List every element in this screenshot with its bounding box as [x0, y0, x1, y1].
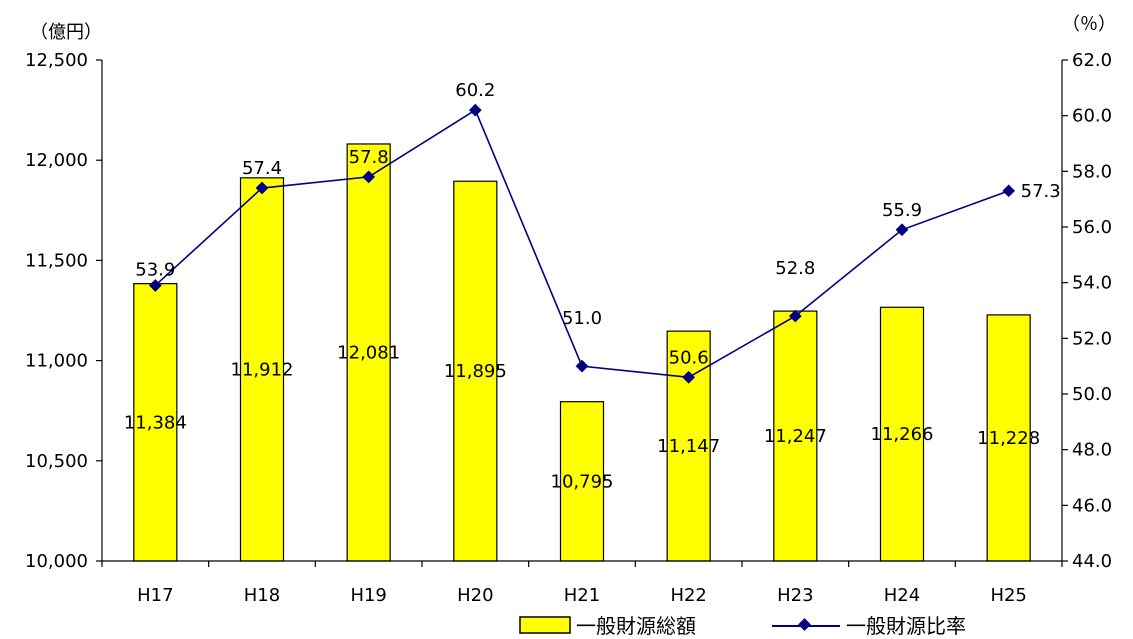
- right-tick-label: 54.0: [1072, 273, 1112, 294]
- x-tick-label: H20: [457, 585, 493, 606]
- labels-layer: 11,384 11,912 12,081 11,895 10,795 11,147 11,2…: [124, 80, 1061, 492]
- x-tick-label: H17: [137, 585, 173, 606]
- legend: 一般財源総額 一般財源比率: [519, 614, 966, 638]
- x-tick-label: H19: [350, 585, 386, 606]
- bar-value-label: 11,895: [444, 361, 507, 382]
- bar-H24: [879, 306, 925, 562]
- ratio-value-label: 51.0: [562, 308, 602, 329]
- right-tick-label: 46.0: [1072, 495, 1112, 516]
- ratio-point-H17: [148, 279, 162, 292]
- ratio-value-label: 55.9: [882, 200, 922, 221]
- x-tick-label: H24: [884, 585, 920, 606]
- right-axis-unit: （％）: [1062, 14, 1116, 35]
- bar-H19: [346, 143, 391, 562]
- bar-value-label: 12,081: [337, 342, 400, 363]
- ratio-point-H20: [468, 103, 482, 117]
- bars-layer: [133, 143, 1031, 562]
- right-tick-label: 44.0: [1072, 551, 1112, 572]
- left-tick-label: 10,500: [25, 451, 88, 472]
- bar-value-label: 11,384: [124, 412, 187, 433]
- ratio-value-label: 57.8: [349, 147, 389, 168]
- ratio-point-H19: [362, 170, 376, 184]
- legend-line-marker: [798, 618, 811, 631]
- axes-layer: 10,000 10,500 11,000 11,500 12,000 12,500 44.0…: [25, 50, 1112, 606]
- ratio-value-label: 50.6: [669, 347, 709, 368]
- bar-value-label: 10,795: [551, 471, 614, 492]
- ratio-value-label: 57.3: [1021, 181, 1061, 202]
- bar-value-label: 11,266: [871, 424, 934, 445]
- ratio-value-label: 52.8: [775, 258, 815, 279]
- left-tick-label: 11,500: [25, 250, 88, 271]
- x-tick-label: H22: [670, 585, 706, 606]
- bar-value-label: 11,247: [764, 426, 827, 447]
- left-axis-unit: （億円）: [30, 22, 102, 43]
- right-tick-label: 60.0: [1072, 106, 1112, 127]
- right-tick-label: 48.0: [1072, 440, 1112, 461]
- bar-value-label: 11,912: [231, 359, 294, 380]
- x-tick-label: H21: [564, 585, 600, 606]
- x-tick-label: H23: [777, 585, 813, 606]
- bar-value-label: 11,228: [977, 428, 1040, 449]
- legend-line-label: 一般財源比率: [846, 614, 966, 638]
- ratio-point-H18: [255, 181, 269, 195]
- ratio-point-H21: [575, 359, 589, 373]
- right-tick-label: 52.0: [1072, 328, 1112, 349]
- left-tick-label: 12,500: [25, 50, 88, 71]
- right-tick-label: 58.0: [1072, 161, 1112, 182]
- left-tick-label: 11,000: [25, 351, 88, 372]
- ratio-value-label: 53.9: [135, 259, 175, 280]
- left-tick-label: 10,000: [25, 551, 88, 572]
- x-tick-label: H18: [244, 585, 280, 606]
- left-tick-label: 12,000: [25, 150, 88, 171]
- legend-bar-label: 一般財源総額: [576, 614, 696, 638]
- ratio-point-H25: [1002, 184, 1016, 198]
- bar-H20: [453, 180, 498, 562]
- bar-H17: [133, 283, 178, 562]
- legend-bar-swatch: [519, 616, 571, 634]
- right-tick-label: 50.0: [1072, 384, 1112, 405]
- x-tick-label: H25: [990, 585, 1026, 606]
- bar-value-label: 11,147: [657, 436, 720, 457]
- right-tick-label: 62.0: [1072, 50, 1112, 71]
- ratio-value-label: 57.4: [242, 158, 282, 179]
- ratio-value-label: 60.2: [455, 80, 495, 101]
- bar-H18: [239, 177, 285, 562]
- right-tick-label: 56.0: [1072, 217, 1112, 238]
